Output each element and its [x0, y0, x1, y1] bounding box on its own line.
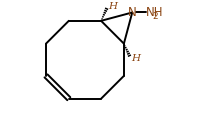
Text: H: H [131, 54, 140, 63]
Text: NH: NH [146, 6, 164, 19]
Text: H: H [109, 2, 117, 11]
Text: 2: 2 [152, 12, 158, 21]
Text: N: N [128, 6, 137, 19]
